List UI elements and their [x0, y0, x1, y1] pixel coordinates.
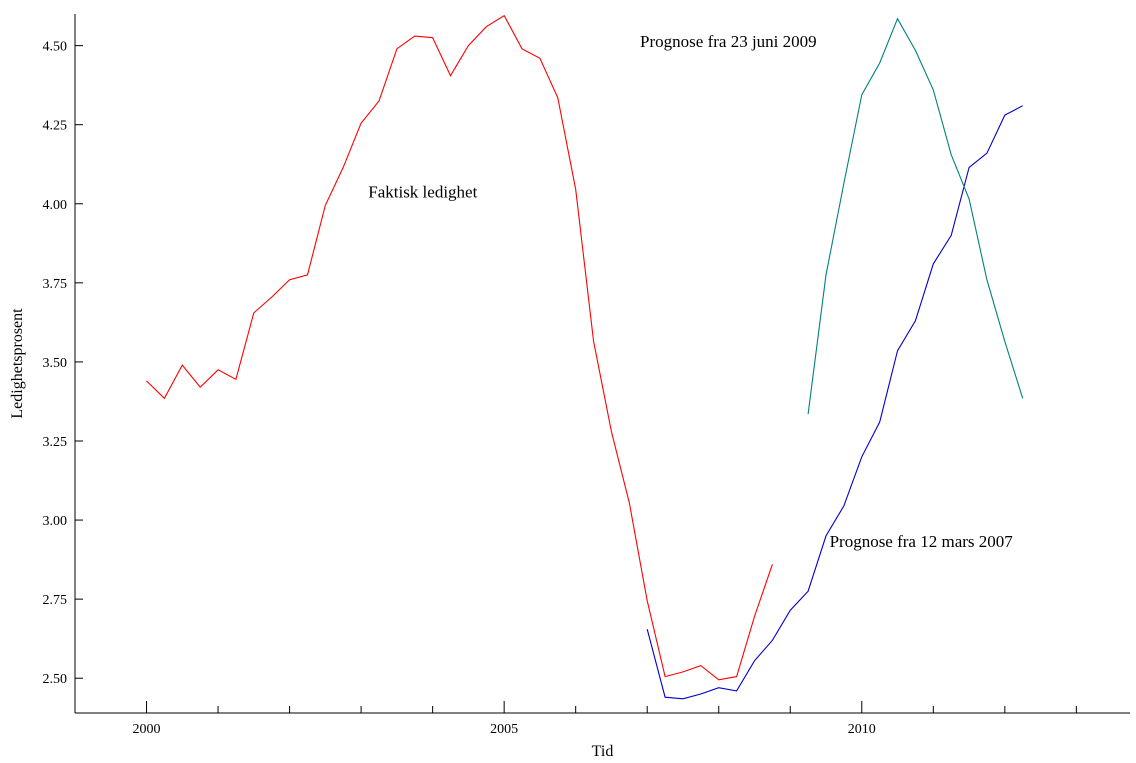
chart-axes [74, 14, 1130, 714]
chart-annotation: Faktisk ledighet [368, 182, 477, 201]
x-tick-label: 2010 [848, 722, 876, 737]
x-axis-title: Tid [592, 743, 614, 760]
y-tick-label: 3.00 [43, 514, 68, 529]
y-axis-ticks: 2.50 2.75 3.00 3.25 3.50 3.75 4.00 4.25 4.50 [43, 40, 83, 687]
series-prognose-2009-line [807, 17, 1024, 415]
series-prognose-2007-line [646, 105, 1023, 700]
y-tick-label: 2.50 [43, 672, 68, 687]
y-tick-label: 4.50 [43, 40, 68, 55]
series-layer [146, 14, 1024, 700]
annotation-layer: Faktisk ledighet Prognose fra 23 juni 200… [368, 32, 1013, 551]
y-tick-label: 3.25 [43, 435, 68, 450]
y-axis-title: Ledighetsprosent [9, 308, 26, 419]
y-tick-label: 4.25 [43, 119, 68, 134]
chart-annotation: Prognose fra 12 mars 2007 [830, 532, 1014, 551]
x-tick-label: 2000 [133, 722, 161, 737]
y-tick-label: 2.75 [43, 593, 68, 608]
x-axis-ticks: 2000 2005 2010 [74, 701, 1077, 737]
y-tick-label: 4.00 [43, 198, 68, 213]
x-tick-label: 2005 [490, 722, 518, 737]
chart-annotation: Prognose fra 23 juni 2009 [640, 32, 817, 51]
y-tick-label: 3.50 [43, 356, 68, 371]
y-tick-label: 3.75 [43, 277, 68, 292]
series-faktisk-line [146, 14, 773, 681]
